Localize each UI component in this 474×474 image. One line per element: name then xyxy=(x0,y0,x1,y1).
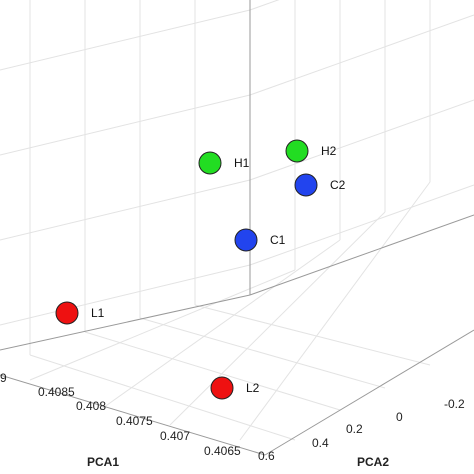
x-tick-label: 0.408 xyxy=(76,399,106,413)
x-tick-label: 0.407 xyxy=(160,429,190,443)
y-tick-label: 0.2 xyxy=(346,422,363,436)
point-l2 xyxy=(210,376,234,400)
x-axis-label: PCA1 xyxy=(87,455,119,469)
y-tick-label: 0.4 xyxy=(312,436,329,450)
y-axis-label: PCA2 xyxy=(357,455,389,469)
point-l1 xyxy=(55,301,79,325)
y-tick-label: 0.6 xyxy=(258,449,275,463)
point-label-l2: L2 xyxy=(246,381,260,395)
grid-layer xyxy=(0,0,474,441)
point-h2 xyxy=(285,139,309,163)
y-tick-label: 0 xyxy=(396,410,403,424)
x-tick-label: 0.4075 xyxy=(116,414,153,428)
point-label-c2: C2 xyxy=(330,178,346,192)
point-label-h1: H1 xyxy=(234,156,250,170)
point-c1 xyxy=(234,228,258,252)
points-layer: H1 H2 C2 C1 L1 L2 xyxy=(55,139,346,400)
x-tick-label: 0.4065 xyxy=(204,444,241,458)
point-label-h2: H2 xyxy=(321,144,337,158)
point-c2 xyxy=(294,173,318,197)
x-tick-label: 0.4085 xyxy=(38,385,75,399)
point-label-l1: L1 xyxy=(91,306,105,320)
y-tick-label: -0.2 xyxy=(444,397,465,411)
point-label-c1: C1 xyxy=(270,233,286,247)
point-h1 xyxy=(198,151,222,175)
x-tick-label: 9 xyxy=(0,371,7,385)
